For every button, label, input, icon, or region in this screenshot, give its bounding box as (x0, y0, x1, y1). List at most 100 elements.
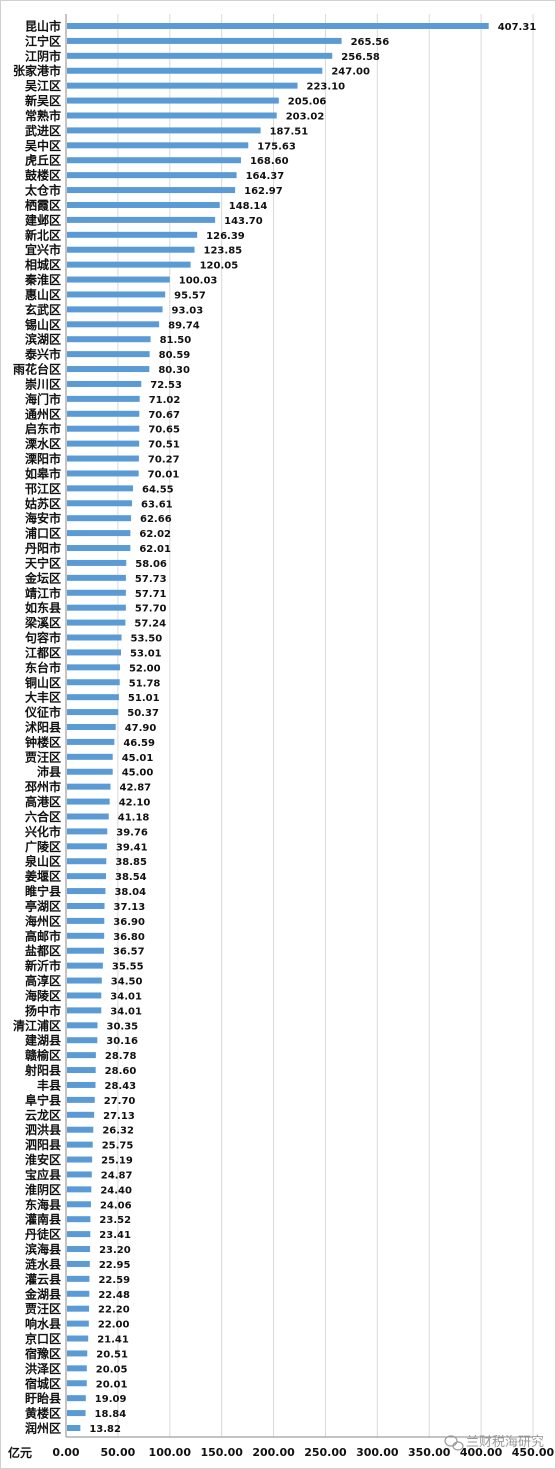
value-label: 39.41 (116, 842, 148, 853)
bar (67, 306, 163, 313)
category-label: 锡山区 (25, 317, 61, 332)
value-label: 70.65 (148, 425, 180, 436)
category-label: 海安市 (25, 511, 61, 526)
value-label: 39.76 (116, 827, 148, 838)
value-label: 22.48 (98, 1290, 130, 1301)
value-label: 93.03 (172, 305, 204, 316)
bar (67, 187, 236, 194)
category-label: 宝应县 (25, 1167, 61, 1182)
bar (67, 664, 120, 671)
value-label: 72.53 (150, 380, 182, 391)
bar (67, 1126, 94, 1133)
bar (67, 291, 166, 298)
value-label: 126.39 (206, 231, 245, 242)
bar (67, 172, 237, 179)
category-label: 建湖县 (24, 1033, 61, 1048)
bar (67, 1335, 89, 1342)
x-tick-label: 0.00 (52, 1446, 79, 1459)
bar (67, 977, 102, 984)
bar (67, 1007, 102, 1014)
x-tick-label: 200.00 (252, 1446, 295, 1459)
x-tick-label: 400.00 (460, 1446, 503, 1459)
value-label: 51.78 (129, 678, 161, 689)
category-label: 玄武区 (25, 302, 61, 317)
bar (67, 1380, 87, 1387)
category-label: 靖江市 (25, 585, 61, 600)
value-label: 24.06 (100, 1200, 132, 1211)
category-label: 吴江区 (25, 78, 61, 93)
value-label: 34.01 (110, 1006, 142, 1017)
value-label: 223.10 (307, 82, 346, 93)
value-label: 19.09 (95, 1394, 127, 1405)
category-label: 鼓楼区 (25, 168, 61, 183)
x-tick-label: 250.00 (304, 1446, 347, 1459)
bar (67, 1111, 95, 1118)
bar (67, 679, 120, 686)
value-label: 46.59 (123, 738, 155, 749)
category-label: 滨湖区 (25, 332, 61, 347)
value-label: 70.67 (148, 410, 180, 421)
category-label: 高淳区 (25, 973, 61, 988)
category-label: 宿豫区 (25, 1346, 61, 1361)
bar (67, 917, 105, 924)
value-label: 62.02 (139, 529, 171, 540)
bar (67, 1260, 90, 1267)
category-label: 武进区 (25, 123, 61, 138)
category-label: 常熟市 (25, 108, 61, 123)
category-label: 睢宁县 (25, 884, 61, 899)
bar (67, 455, 139, 462)
bar (67, 67, 323, 74)
bar (67, 604, 126, 611)
bar (67, 1246, 91, 1253)
value-label: 21.41 (97, 1335, 129, 1346)
category-label: 泗阳县 (25, 1137, 61, 1152)
category-label: 通州区 (25, 406, 61, 421)
value-label: 89.74 (168, 320, 200, 331)
value-label: 62.66 (140, 514, 172, 525)
value-label: 27.70 (104, 1096, 136, 1107)
category-label: 句容市 (25, 630, 61, 645)
bar (67, 440, 140, 447)
value-label: 57.73 (135, 574, 167, 585)
category-label: 高邮市 (25, 928, 61, 943)
value-label: 30.16 (106, 1036, 138, 1047)
bar (67, 1305, 90, 1312)
category-label: 黄楼区 (25, 1406, 61, 1421)
value-label: 36.57 (113, 947, 145, 958)
bar (67, 530, 131, 537)
bar (67, 1156, 93, 1163)
bar (67, 37, 342, 44)
value-label: 47.90 (125, 723, 157, 734)
value-label: 13.82 (89, 1424, 121, 1435)
bar (67, 694, 119, 701)
value-label: 95.57 (174, 290, 206, 301)
bar (67, 1081, 96, 1088)
category-label: 阜宁县 (25, 1092, 61, 1107)
wechat-icon (444, 1435, 464, 1451)
category-label: 金湖县 (24, 1286, 61, 1301)
bar (67, 1096, 95, 1103)
bars (67, 23, 489, 1431)
value-label: 62.01 (139, 544, 171, 555)
category-label: 淮阴区 (25, 1182, 61, 1197)
x-axis-ticks: 0.00 50.00 100.00 150.00 200.00 250.00 300.00 3… (52, 1446, 554, 1459)
bar (67, 261, 191, 268)
category-label: 宜兴市 (25, 242, 61, 257)
bar (67, 1350, 88, 1357)
x-tick-label: 300.00 (356, 1446, 399, 1459)
category-label: 兴化市 (25, 824, 61, 839)
category-label: 钟楼区 (25, 734, 61, 749)
value-label: 23.41 (99, 1230, 131, 1241)
bar (67, 336, 151, 343)
value-label: 175.63 (257, 141, 296, 152)
category-label: 扬中市 (25, 1003, 61, 1018)
category-label: 沛县 (37, 764, 61, 779)
bar (67, 1365, 87, 1372)
category-label: 丰县 (37, 1077, 61, 1092)
bar (67, 589, 126, 596)
value-label: 28.60 (105, 1066, 137, 1077)
bar (67, 813, 109, 820)
bar (67, 23, 489, 29)
